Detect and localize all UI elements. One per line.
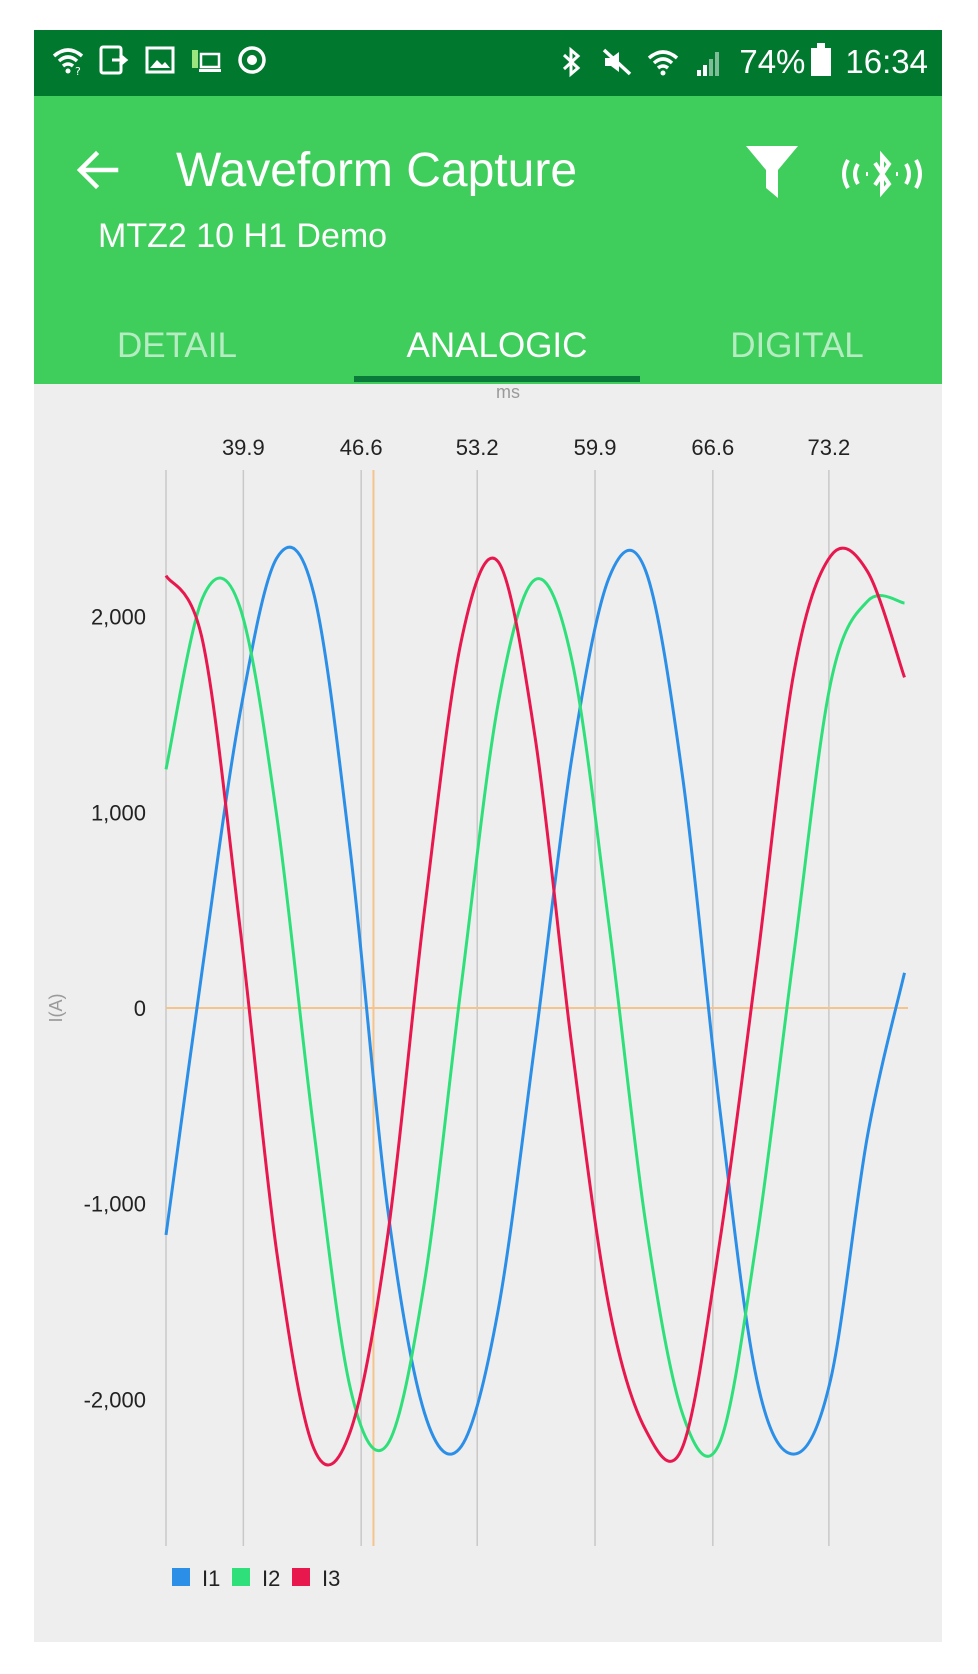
legend-label-i2: I2 [262, 1566, 280, 1591]
legend-swatch-i1 [172, 1568, 190, 1586]
legend-label-i1: I1 [202, 1566, 220, 1591]
tab-bar: DETAIL ANALOGIC DIGITAL [34, 318, 942, 384]
arrow-left-icon[interactable] [70, 142, 126, 198]
tablet-sync-icon [99, 45, 129, 75]
x-axis-label: ms [496, 384, 520, 402]
bluetooth-connect-icon[interactable] [836, 146, 928, 202]
series-line-i2 [164, 576, 905, 1458]
x-tick-label: 39.9 [222, 435, 265, 460]
y-tick-label: 1,000 [91, 800, 146, 825]
series-line-i1 [164, 545, 906, 1456]
app-bar: Waveform Capture MTZ2 10 H1 Demo DETAIL … [34, 96, 942, 384]
page-title: Waveform Capture [176, 144, 578, 197]
wifi-question-icon: ? [52, 48, 84, 76]
tab-digital[interactable]: DIGITAL [730, 326, 864, 365]
sync-icon [238, 46, 266, 74]
bluetooth-icon [563, 46, 581, 78]
tab-analogic[interactable]: ANALOGIC [406, 326, 588, 365]
legend-swatch-i3 [292, 1568, 310, 1586]
x-tick-label: 53.2 [456, 435, 499, 460]
x-tick-label: 46.6 [340, 435, 383, 460]
x-tick-label: 73.2 [807, 435, 850, 460]
tab-indicator [354, 376, 640, 382]
x-tick-label: 59.9 [574, 435, 617, 460]
y-tick-label: 2,000 [91, 605, 146, 630]
waveform-chart[interactable]: 39.9 46.6 53.2 59.9 66.6 73.2 ms 2,000 1,000 0 -1,… [34, 384, 942, 1642]
device-subtitle: MTZ2 10 H1 Demo [98, 217, 388, 255]
waveform-chart-area: 39.9 46.6 53.2 59.9 66.6 73.2 ms 2,000 1,000 0 -1,… [34, 384, 942, 1642]
y-tick-label: -1,000 [84, 1192, 146, 1217]
y-tick-label: -2,000 [84, 1387, 146, 1412]
mute-icon [603, 48, 632, 76]
legend-label-i3: I3 [322, 1566, 340, 1591]
filter-icon[interactable] [742, 140, 806, 204]
tab-detail[interactable]: DETAIL [117, 326, 237, 365]
y-tick-label: 0 [134, 996, 146, 1021]
svg-text:?: ? [75, 65, 81, 76]
x-tick-label: 66.6 [691, 435, 734, 460]
series-line-i3 [164, 546, 906, 1467]
cell-signal-icon [697, 52, 720, 76]
image-icon [145, 46, 175, 74]
clock-time: 16:34 [845, 43, 928, 80]
signal-strength-icon [192, 50, 221, 72]
battery-icon [811, 43, 832, 76]
y-axis-label: I(A) [46, 994, 66, 1023]
legend-swatch-i2 [232, 1568, 250, 1586]
status-bar: ? [34, 30, 942, 96]
wifi-icon [648, 50, 679, 76]
battery-percentage: 74% [739, 43, 806, 80]
